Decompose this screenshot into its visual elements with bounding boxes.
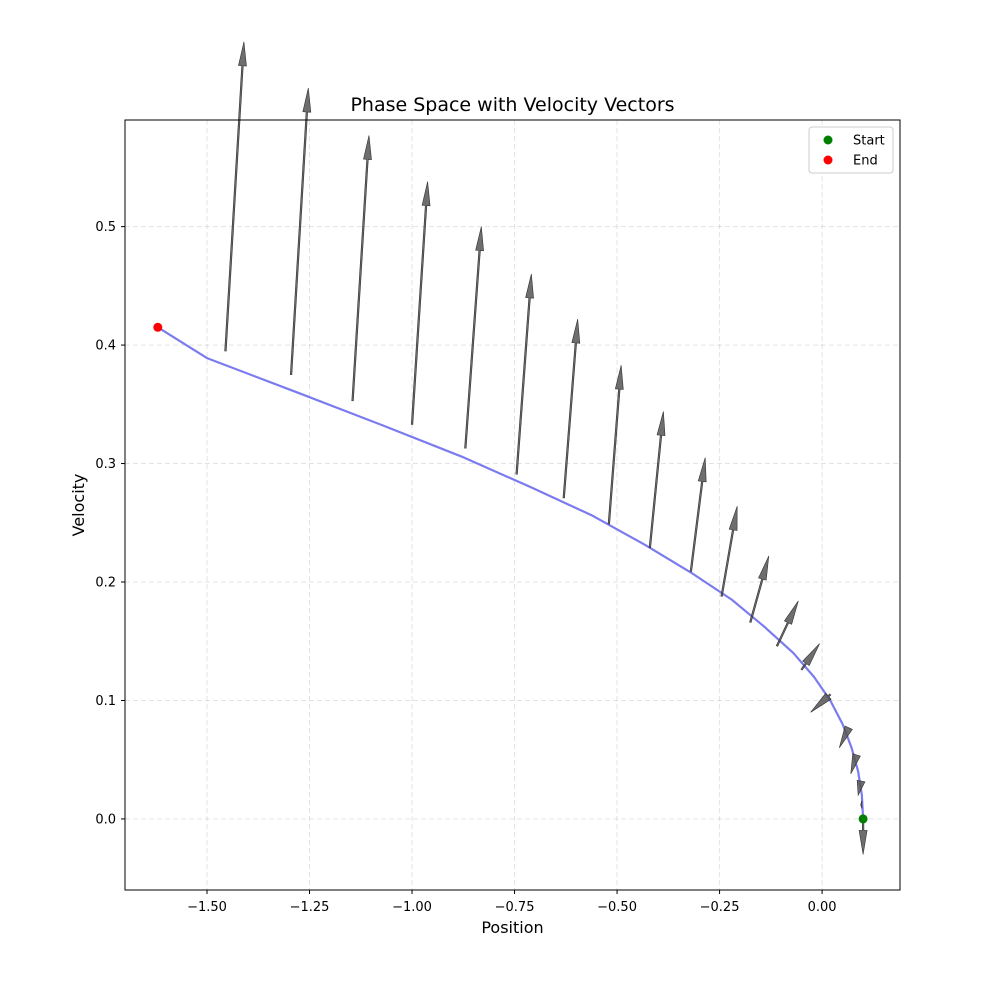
velocity-vector-3: [850, 753, 861, 775]
velocity-vector-8: [749, 555, 770, 623]
x-tick-label-5: −0.25: [700, 900, 740, 915]
legend-end-marker: [823, 155, 833, 165]
plot-frame: [124, 119, 901, 891]
velocity-vector-4: [839, 725, 853, 749]
velocity-vector-6: [800, 643, 820, 671]
y-tick-label-3: 0.3: [95, 457, 116, 472]
legend-end-label: End: [853, 154, 878, 169]
chart-title: Phase Space with Velocity Vectors: [350, 94, 674, 116]
x-tick-label-3: −0.75: [495, 900, 535, 915]
velocity-vector-5: [810, 692, 832, 713]
x-tick-label-2: −1.00: [392, 900, 432, 915]
velocity-vector-9: [720, 506, 738, 597]
y-tick-label-1: 0.1: [95, 694, 116, 709]
velocity-vector-19: [224, 41, 247, 352]
plot-content: [153, 41, 868, 855]
grid-lines: [125, 120, 900, 890]
x-tick-label-0: −1.50: [187, 900, 227, 915]
legend-start-marker: [823, 135, 833, 145]
velocity-vector-14: [515, 273, 534, 475]
y-tick-label-4: 0.4: [95, 339, 116, 354]
y-tick-label-0: 0.0: [95, 812, 116, 827]
velocity-vector-18: [289, 87, 312, 376]
y-axis-ticks: 0.0 0.1 0.2 0.3 0.4 0.5: [95, 220, 125, 827]
velocity-vector-12: [607, 365, 624, 525]
y-tick-label-2: 0.2: [95, 576, 116, 591]
velocity-vector-15: [464, 226, 484, 449]
x-axis-ticks: −1.50 −1.25 −1.00 −0.75 −0.50 −0.25 0.00: [187, 890, 837, 915]
y-tick-label-5: 0.5: [95, 220, 116, 235]
y-axis-label: Velocity: [69, 474, 88, 537]
end-marker: [153, 322, 163, 332]
velocity-vector-17: [351, 135, 372, 402]
start-marker: [858, 814, 868, 824]
velocity-vector-10: [689, 457, 707, 572]
velocity-vector-16: [410, 181, 431, 425]
x-tick-label-6: 0.00: [808, 900, 837, 915]
velocity-vector-7: [775, 600, 799, 647]
x-axis-label: Position: [481, 918, 543, 937]
legend-start-label: Start: [853, 134, 885, 149]
x-tick-label-1: −1.25: [290, 900, 330, 915]
velocity-vector-2: [856, 779, 866, 797]
legend: Start End: [808, 126, 894, 174]
x-tick-label-4: −0.50: [597, 900, 637, 915]
trajectory-line: [157, 326, 865, 819]
velocity-vector-1: [860, 800, 863, 809]
velocity-vector-13: [562, 318, 581, 499]
velocity-vector-11: [648, 411, 666, 549]
